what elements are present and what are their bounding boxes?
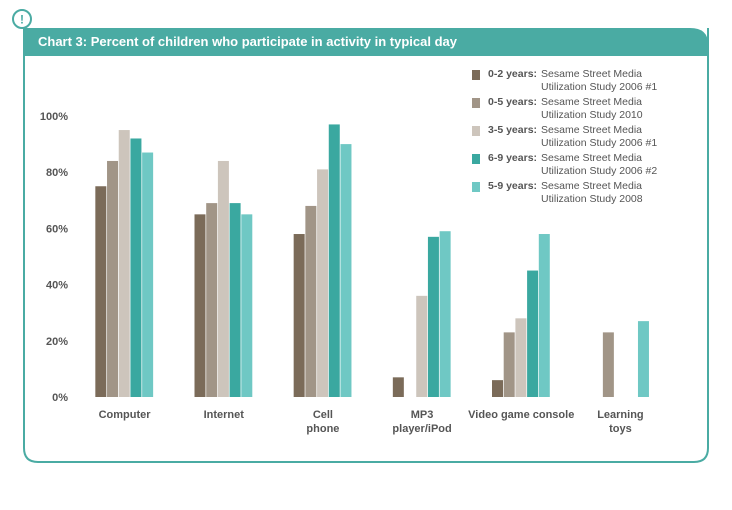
alert-icon: [12, 9, 32, 29]
legend-swatch: [472, 70, 480, 80]
bar: [439, 231, 451, 397]
legend-source: Sesame Street Media Utilization Study 20…: [541, 152, 658, 177]
y-tick-label: 20%: [46, 336, 68, 348]
bar: [602, 332, 614, 397]
legend-name: 3-5 years:: [488, 124, 538, 136]
legend-swatch: [472, 182, 480, 192]
bar: [503, 332, 515, 397]
chart-title: Chart 3: Percent of children who partici…: [38, 34, 458, 49]
legend-source: Sesame Street Media Utilization Study 20…: [541, 68, 658, 93]
bar: [142, 152, 154, 397]
y-tick-label: 80%: [46, 167, 68, 179]
plot: 0% 20% 40% 60% 80% 100% Computer Internet Cell ph…: [40, 111, 649, 435]
legend-swatch: [472, 154, 480, 164]
bar: [340, 144, 352, 397]
x-tick-label: Computer: [99, 409, 152, 421]
bar: [538, 234, 550, 397]
bar: [293, 234, 305, 397]
bar: [515, 318, 527, 397]
bar: [118, 130, 130, 398]
bar: [206, 203, 218, 397]
bar: [130, 138, 142, 398]
legend-source: Sesame Street Media Utilization Study 20…: [541, 124, 658, 149]
x-tick-label: Internet: [204, 409, 245, 421]
legend-entry: 5-9 years: Sesame Street Media Utilizatio…: [472, 180, 702, 208]
legend: 0-2 years: Sesame Street Media Utilizatio…: [472, 68, 702, 208]
legend-swatch: [472, 126, 480, 136]
bar: [95, 186, 107, 397]
bar: [305, 205, 317, 397]
card-border: [23, 28, 709, 463]
bar: [194, 214, 206, 397]
legend-name: 0-2 years:: [488, 68, 538, 80]
bar: [217, 160, 229, 397]
x-tick-label: Cell phone: [306, 409, 339, 435]
legend-entry: 0-2 years: Sesame Street Media Utilizatio…: [472, 68, 702, 96]
bar: [328, 124, 340, 398]
legend-source: Sesame Street Media Utilization Study 20…: [541, 96, 643, 121]
legend-source: Sesame Street Media Utilization Study 20…: [541, 180, 643, 205]
legend-entry: 3-5 years: Sesame Street Media Utilizatio…: [472, 124, 702, 152]
legend-name: 5-9 years:: [488, 180, 538, 192]
y-tick-label: 60%: [46, 223, 68, 235]
legend-name: 6-9 years:: [488, 152, 538, 164]
y-tick-label: 100%: [40, 111, 68, 123]
legend-entry: 6-9 years: Sesame Street Media Utilizatio…: [472, 152, 702, 180]
bar: [637, 321, 649, 397]
header-band: [24, 28, 708, 56]
legend-name: 0-5 years:: [488, 96, 538, 108]
y-tick-label: 0%: [52, 392, 68, 404]
bar: [492, 380, 503, 397]
bar: [416, 295, 428, 397]
bar: [107, 160, 119, 397]
x-tick-label: Learning toys: [597, 409, 643, 435]
legend-swatch: [472, 98, 480, 108]
bar: [229, 203, 241, 397]
y-tick-label: 40%: [46, 280, 68, 292]
legend-entry: 0-5 years: Sesame Street Media Utilizatio…: [472, 96, 702, 124]
bar: [317, 169, 329, 397]
bar: [392, 377, 404, 397]
alert-mark: !: [20, 13, 24, 27]
bar: [527, 270, 539, 397]
x-tick-label: Video game console: [468, 409, 574, 421]
bar: [241, 214, 253, 397]
x-tick-label: MP3 player/iPod: [392, 409, 451, 435]
bar: [427, 236, 439, 397]
